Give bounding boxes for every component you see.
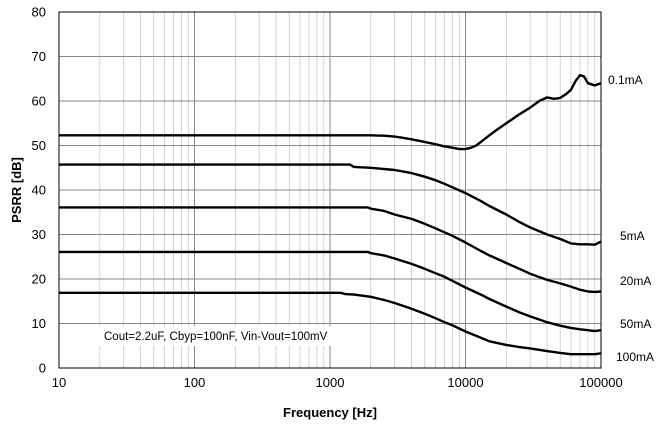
- series-line-5mA: [59, 163, 602, 246]
- series-label: 0.1mA: [608, 73, 643, 87]
- x-tick-label: 100000: [579, 375, 622, 390]
- y-tick-label: 80: [32, 5, 46, 20]
- series-label: 100mA: [616, 350, 654, 364]
- y-tick-label: 70: [32, 49, 46, 64]
- y-tick-label: 0: [39, 361, 46, 376]
- condition-note-text: Cout=2.2uF, Cbyp=100nF, Vin-Vout=100mV: [104, 331, 328, 343]
- y-axis-title: PSRR [dB]: [9, 157, 24, 223]
- series-line-50mA: [59, 250, 602, 333]
- y-tick-label: 50: [32, 138, 46, 153]
- x-tick-label: 100: [184, 375, 206, 390]
- series-line-20mA: [59, 206, 602, 294]
- x-axis-title: Frequency [Hz]: [283, 405, 377, 420]
- series-label: 20mA: [620, 274, 651, 288]
- condition-note: Cout=2.2uF, Cbyp=100nF, Vin-Vout=100mV: [96, 326, 366, 346]
- condition-note-box: [96, 326, 366, 346]
- y-tick-label: 30: [32, 227, 46, 242]
- plot-frame: [58, 11, 602, 369]
- series-label: 50mA: [620, 317, 651, 331]
- series-lines: [59, 74, 602, 356]
- series-line-0.1mA: [59, 74, 602, 151]
- series-labels: 0.1mA 5mA 20mA 50mA 100mA: [608, 73, 654, 364]
- y-tick-label: 40: [32, 183, 46, 198]
- y-tick-label: 60: [32, 94, 46, 109]
- y-tick-label: 10: [32, 316, 46, 331]
- x-tick-label: 10000: [447, 375, 483, 390]
- x-tick-label: 10: [52, 375, 66, 390]
- y-axis-ticks: 0 10 20 30 40 50 60 70 80: [32, 5, 46, 376]
- y-tick-label: 20: [32, 272, 46, 287]
- series-label: 5mA: [620, 229, 645, 243]
- x-axis-ticks: 10 100 1000 10000 100000: [52, 375, 623, 390]
- series-line-100mA: [59, 291, 602, 356]
- x-tick-label: 1000: [316, 375, 345, 390]
